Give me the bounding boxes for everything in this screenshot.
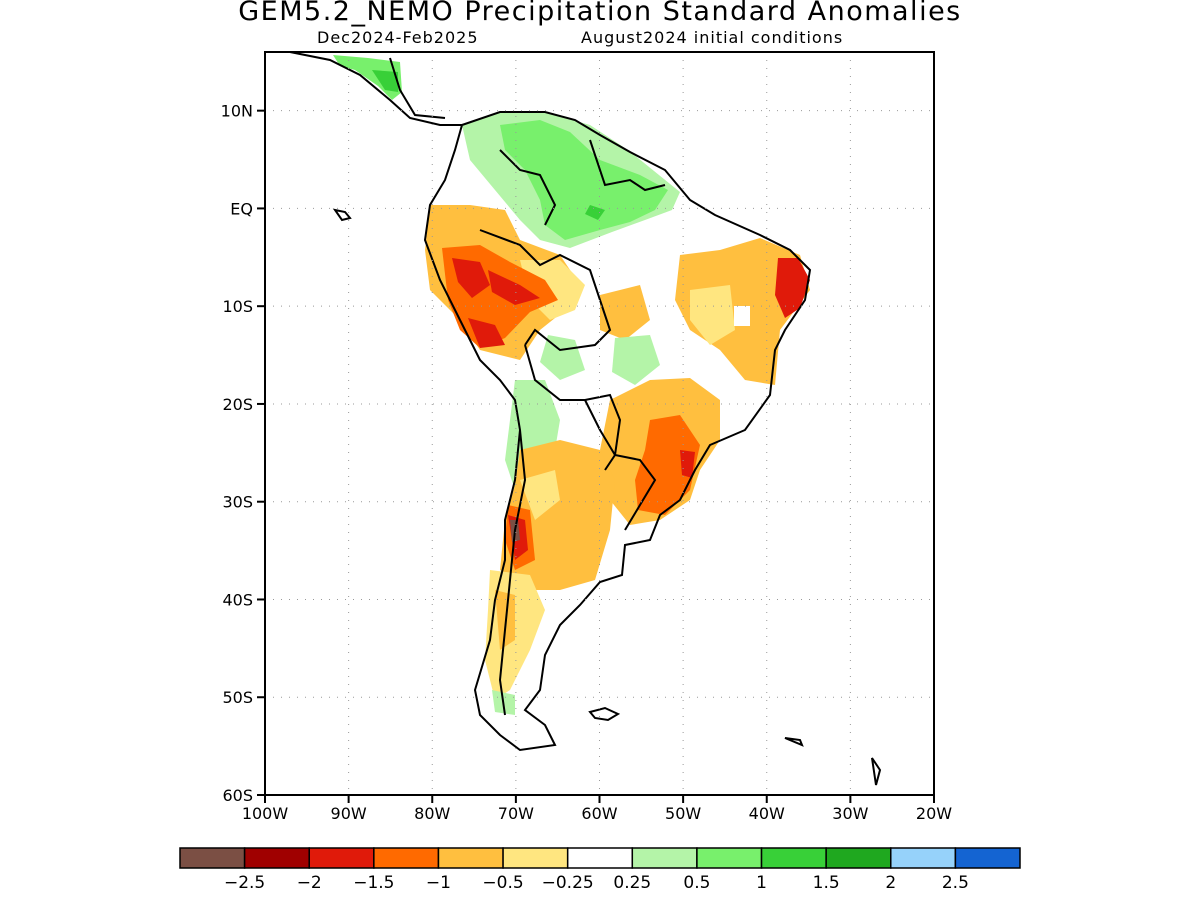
west-amazon-red-b bbox=[488, 270, 540, 305]
lon-tick-label: 20W bbox=[916, 804, 952, 823]
latitude-labels: 10N EQ 10S 20S 30S 40S 50S 60S bbox=[221, 102, 265, 805]
colorbar-swatch bbox=[890, 847, 957, 869]
bolivia-light-green bbox=[540, 335, 585, 380]
lat-tick-label: 50S bbox=[222, 688, 253, 707]
se-brazil-red bbox=[680, 450, 695, 478]
ne-brazil-white-patch bbox=[734, 306, 750, 326]
colorbar bbox=[179, 847, 1021, 869]
colorbar-label: −0.25 bbox=[542, 873, 594, 893]
longitude-labels: 100W 90W 80W 70W 60W 50W 40W 30W 20W bbox=[242, 795, 952, 823]
colorbar-swatch bbox=[825, 847, 892, 869]
colorbar-swatch bbox=[696, 847, 763, 869]
border-colombia-venezuela bbox=[499, 149, 557, 226]
forecast-period: Dec2024-Feb2025 bbox=[317, 28, 479, 47]
colorbar-swatch bbox=[437, 847, 504, 869]
ne-brazil-yellow bbox=[690, 285, 735, 345]
lat-tick-label: EQ bbox=[230, 199, 253, 218]
border-chile-argentina bbox=[498, 429, 527, 716]
west-amazon-red-c bbox=[468, 318, 505, 348]
colorbar-label: −2 bbox=[297, 873, 322, 893]
falklands bbox=[588, 706, 621, 722]
lat-tick-label: 40S bbox=[222, 590, 253, 609]
colorbar-label: 0.5 bbox=[683, 873, 710, 893]
south-sandwich bbox=[871, 757, 882, 786]
border-bolivia bbox=[524, 344, 622, 471]
lon-tick-label: 70W bbox=[498, 804, 534, 823]
lat-tick-label: 10N bbox=[221, 102, 253, 121]
north-sa-green bbox=[500, 120, 668, 240]
colorbar-label: −0.5 bbox=[482, 873, 523, 893]
colorbar-swatch bbox=[243, 847, 310, 869]
colorbar-labels: −2.5 −2 −1.5 −1 −0.5 −0.25 0.25 0.5 1 1.5 2 2.5 bbox=[224, 873, 969, 893]
lat-tick-label: 30S bbox=[222, 493, 253, 512]
colorbar-label: −1 bbox=[426, 873, 451, 893]
lat-tick-label: 10S bbox=[222, 297, 253, 316]
galapagos bbox=[332, 208, 352, 222]
border-guianas bbox=[589, 139, 666, 192]
colorbar-swatch bbox=[631, 847, 698, 869]
colorbar-label: 1.5 bbox=[813, 873, 840, 893]
west-amazon-red-a bbox=[452, 258, 490, 298]
colorbar-swatch bbox=[566, 847, 634, 869]
islands bbox=[332, 208, 882, 786]
map-title: GEM5.2_NEMO Precipitation Standard Anoma… bbox=[238, 0, 962, 27]
colorbar-label: −1.5 bbox=[353, 873, 394, 893]
colorbar-swatch bbox=[308, 847, 375, 869]
lon-tick-label: 60W bbox=[581, 804, 617, 823]
lon-tick-label: 50W bbox=[665, 804, 701, 823]
lat-tick-label: 60S bbox=[222, 786, 253, 805]
central-america-dark-green bbox=[372, 70, 398, 92]
colorbar-swatch bbox=[760, 847, 827, 869]
colorbar-label: 2.5 bbox=[942, 873, 969, 893]
central-america-coast-north bbox=[389, 57, 446, 119]
central-america-coast bbox=[289, 51, 462, 126]
border-paraguay bbox=[584, 399, 657, 531]
lat-tick-label: 20S bbox=[222, 395, 253, 414]
south-america-coast bbox=[423, 111, 812, 752]
colorbar-label: 0.25 bbox=[613, 873, 651, 893]
colorbar-label: 1 bbox=[756, 873, 767, 893]
central-brazil-light-green bbox=[612, 335, 660, 385]
colorbar-swatch bbox=[373, 847, 440, 869]
colorbar-label: −2.5 bbox=[224, 873, 265, 893]
colorbar-swatch bbox=[502, 847, 569, 869]
se-brazil-orange bbox=[635, 415, 700, 515]
colorbar-label: 2 bbox=[885, 873, 896, 893]
lon-tick-label: 80W bbox=[414, 804, 450, 823]
lon-tick-label: 30W bbox=[832, 804, 868, 823]
lon-tick-label: 40W bbox=[749, 804, 785, 823]
lon-tick-label: 90W bbox=[331, 804, 367, 823]
south-georgia bbox=[784, 737, 804, 747]
north-argentina-yellow bbox=[520, 470, 560, 520]
ne-brazil-red bbox=[775, 258, 810, 318]
north-sa-dark-green bbox=[585, 205, 605, 220]
lon-tick-label: 100W bbox=[242, 804, 289, 823]
initial-conditions: August2024 initial conditions bbox=[581, 28, 844, 47]
anomaly-shading bbox=[333, 55, 810, 715]
colorbar-swatch bbox=[179, 847, 246, 869]
central-brazil-light-orange bbox=[600, 285, 650, 340]
colorbar-swatch bbox=[954, 847, 1021, 869]
